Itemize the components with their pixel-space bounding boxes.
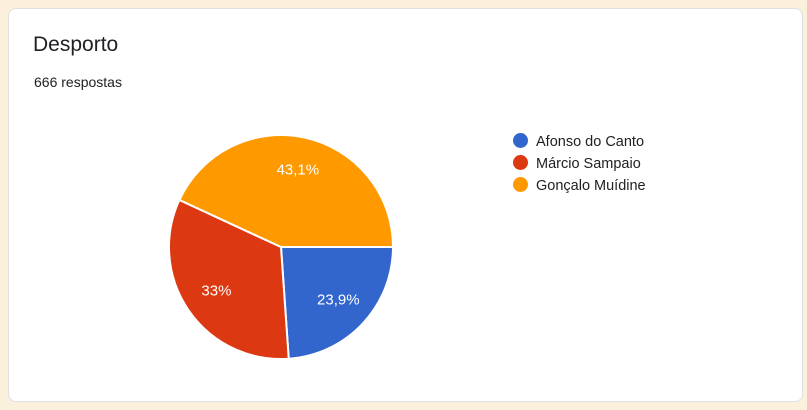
- svg-text:43,1%: 43,1%: [277, 161, 320, 178]
- svg-text:23,9%: 23,9%: [317, 291, 360, 308]
- svg-text:33%: 33%: [201, 282, 231, 299]
